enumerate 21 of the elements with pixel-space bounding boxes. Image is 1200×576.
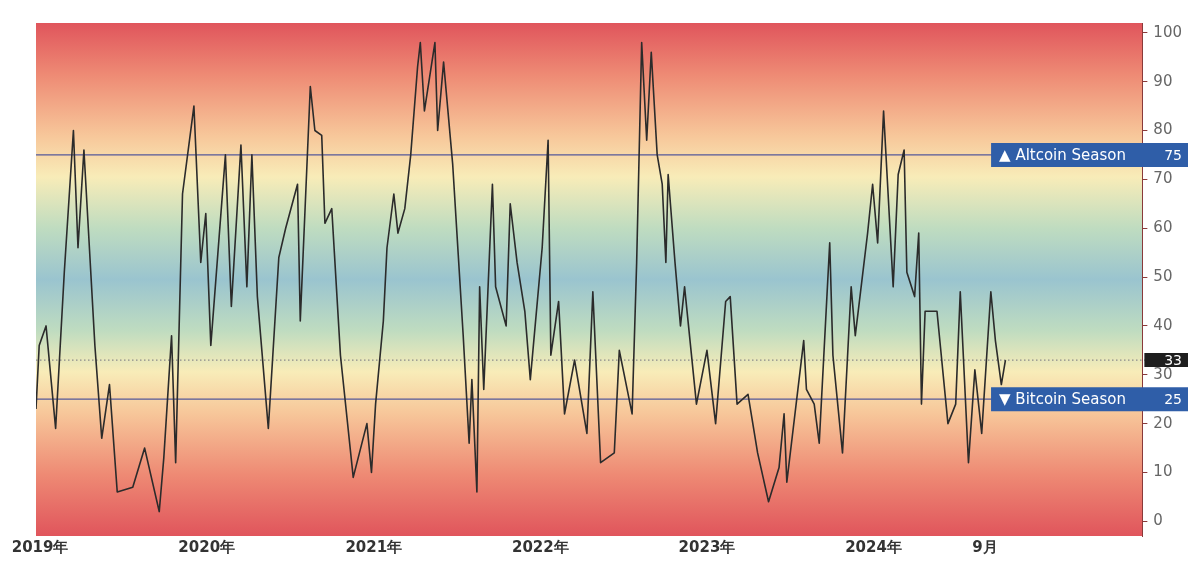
y-tick-label: 10: [1153, 462, 1173, 481]
ref-line-label: ▼ Bitcoin Season: [999, 390, 1126, 409]
y-tick-label: 70: [1153, 169, 1173, 188]
x-tick-label: 2021年: [345, 537, 403, 556]
y-tick-label: 60: [1153, 218, 1173, 237]
y-tick-label: 0: [1153, 511, 1163, 530]
annotation: 75: [1164, 146, 1182, 163]
y-tick-label: 100: [1153, 22, 1183, 41]
x-tick-label: 9月: [972, 537, 998, 556]
y-tick-label: 20: [1153, 413, 1173, 432]
x-tick-label: 2024年: [845, 537, 902, 556]
x-tick-label: 2023年: [678, 537, 736, 556]
x-tick-label: 2022年: [511, 537, 569, 556]
y-tick-label: 40: [1153, 315, 1173, 334]
annotation: 25: [1164, 390, 1182, 407]
y-tick-label: 90: [1153, 71, 1173, 90]
y-tick-label: 50: [1153, 266, 1173, 285]
x-tick-label: 2020年: [178, 537, 236, 556]
x-tick-label: 2019年: [11, 537, 69, 556]
ref-line-label: ▲ Altcoin Season: [999, 145, 1126, 164]
y-tick-label: 80: [1153, 120, 1173, 139]
